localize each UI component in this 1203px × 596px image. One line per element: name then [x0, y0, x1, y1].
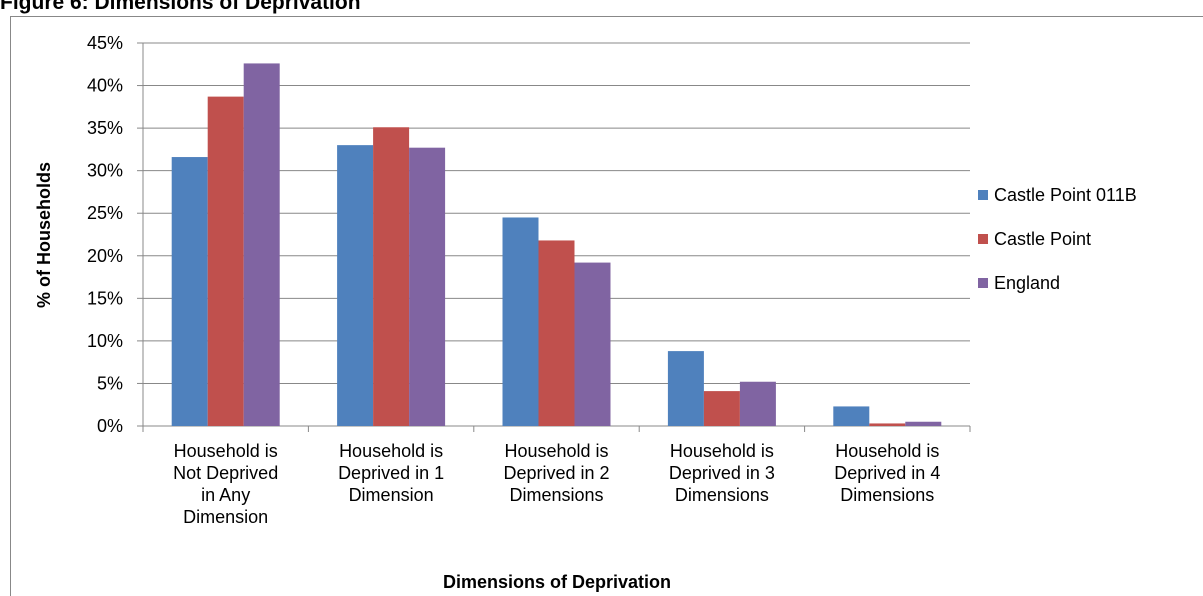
legend-label: England [994, 273, 1060, 293]
bar [502, 217, 539, 426]
x-axis-title: Dimensions of Deprivation [443, 572, 671, 592]
legend-swatch [978, 278, 988, 288]
x-tick-label: Household is Deprived in 4 Dimensions [834, 441, 941, 505]
y-tick-label: 20% [87, 246, 123, 266]
chart-frame [10, 16, 1203, 596]
bar [905, 421, 942, 426]
y-tick-label: 15% [87, 288, 123, 308]
bar [667, 351, 704, 426]
y-axis-title: % of Households [34, 162, 54, 308]
chart-title: Figure 6: Dimensions of Deprivation [0, 0, 361, 14]
bar [739, 381, 776, 426]
bar [409, 147, 446, 427]
legend-label: Castle Point 011B [994, 185, 1137, 205]
legend-swatch [978, 234, 988, 244]
legend-label: Castle Point [994, 229, 1091, 249]
bar [373, 127, 410, 426]
y-tick-label: 40% [87, 76, 123, 96]
y-tick-label: 25% [87, 203, 123, 223]
bar [574, 262, 611, 426]
y-tick-label: 45% [87, 33, 123, 53]
bar [703, 391, 740, 426]
legend-swatch [978, 190, 988, 200]
y-tick-label: 0% [97, 416, 123, 436]
bar [207, 96, 244, 427]
x-tick-label: Household is Deprived in 2 Dimensions [503, 441, 610, 505]
bar [869, 423, 906, 426]
y-tick-label: 10% [87, 331, 123, 351]
x-tick-label: Household is Deprived in 1 Dimension [338, 441, 445, 505]
x-tick-label: Household is Not Deprived in Any Dimensi… [173, 441, 279, 527]
y-tick-label: 30% [87, 161, 123, 181]
bar [171, 157, 208, 426]
x-tick-label: Household is Deprived in 3 Dimensions [668, 441, 775, 505]
y-tick-label: 35% [87, 118, 123, 138]
bar [243, 63, 280, 426]
bar [833, 406, 870, 426]
y-tick-label: 5% [97, 373, 123, 393]
bar [538, 240, 575, 426]
bar [337, 145, 374, 426]
